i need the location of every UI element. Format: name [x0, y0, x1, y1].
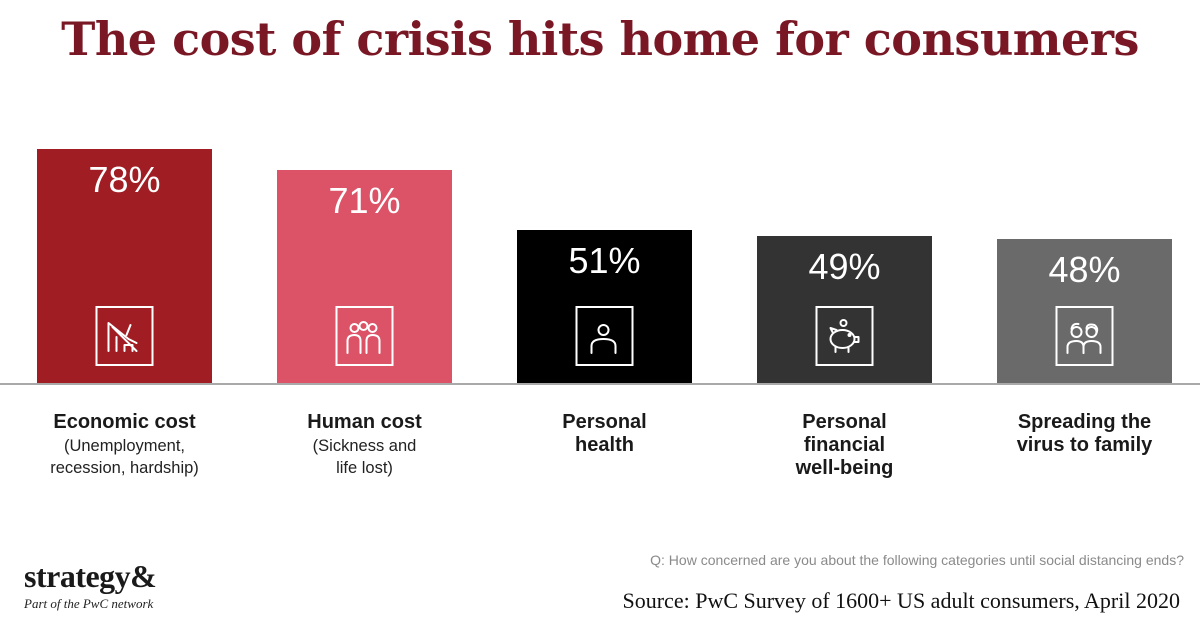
source-note: Source: PwC Survey of 1600+ US adult con… — [622, 588, 1181, 613]
bar-value-label: 49% — [808, 246, 880, 287]
category-label: health — [575, 434, 634, 456]
person-icon — [575, 306, 634, 366]
category-label: Spreading the — [1018, 411, 1151, 433]
family-icon — [1055, 306, 1114, 366]
category-label: Personal — [562, 411, 646, 433]
bar-value-label: 78% — [88, 159, 160, 200]
group-of-people-icon — [335, 306, 394, 366]
category-sublabel: (Unemployment, — [64, 437, 185, 455]
bar-5 — [997, 239, 1172, 383]
bar-value-label: 51% — [568, 240, 640, 281]
category-label: Human cost — [307, 411, 422, 433]
bar-value-label: 48% — [1048, 249, 1120, 290]
category-label: Personal — [802, 411, 886, 433]
falling-building-icon — [95, 306, 154, 366]
category-sublabel: life lost) — [336, 459, 393, 477]
bar-value-label: 71% — [328, 180, 400, 221]
logo-wordmark: strategy& — [24, 558, 157, 594]
category-sublabel: recession, hardship) — [50, 459, 199, 477]
category-label: virus to family — [1017, 434, 1153, 456]
piggy-bank-icon — [815, 306, 874, 366]
category-label: financial — [804, 434, 885, 456]
category-label: well-being — [795, 457, 894, 479]
logo-tagline: Part of the PwC network — [24, 596, 154, 611]
chart-title: The cost of crisis hits home for consume… — [61, 12, 1139, 66]
bar-2 — [277, 170, 452, 383]
category-label: Economic cost — [53, 411, 196, 433]
category-sublabel: (Sickness and — [313, 437, 417, 455]
strategy-and-logo: strategy& Part of the PwC network — [24, 558, 157, 612]
bar-4 — [757, 236, 932, 383]
survey-question: Q: How concerned are you about the follo… — [650, 552, 1184, 568]
